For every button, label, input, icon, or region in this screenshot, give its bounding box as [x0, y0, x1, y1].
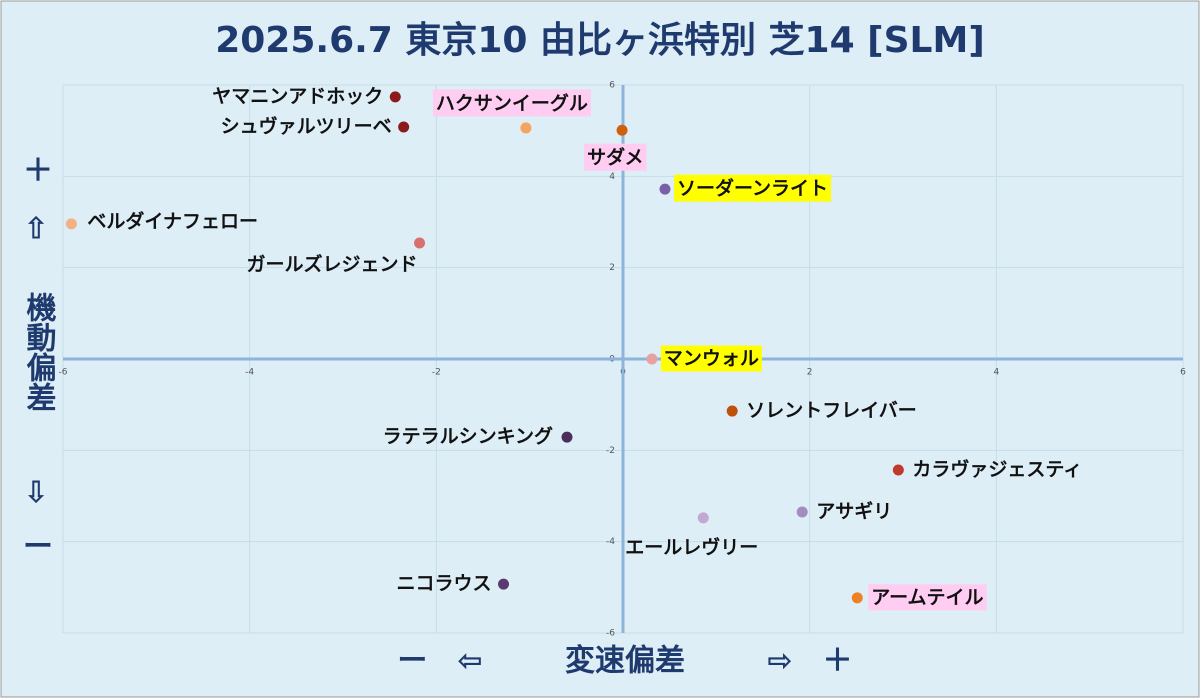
point-label: ハクサンイーグル [436, 91, 588, 114]
y-tick-label: 2 [609, 263, 615, 273]
x-tick-label: 6 [1180, 368, 1186, 378]
x-tick-label: -6 [59, 368, 68, 378]
point [726, 405, 738, 417]
point [851, 592, 863, 604]
y-tick-label: 6 [609, 81, 615, 91]
point-label: シュヴァルツリーベ [221, 115, 392, 138]
point-label: エールレヴリー [625, 535, 758, 558]
point [520, 122, 532, 134]
point [892, 464, 904, 476]
point [561, 431, 573, 443]
point-label: カラヴァジェスティ [912, 457, 1082, 480]
y-tick-label: -4 [606, 537, 615, 547]
point-label: ヤマニンアドホック [212, 85, 383, 107]
point-label: ベルダイナフェロー [87, 209, 258, 232]
point-label: アサギリ [816, 500, 892, 522]
label-highlight [660, 345, 762, 372]
y-minus-label: ー [23, 530, 53, 565]
point-label: ラテラルシンキング [383, 425, 553, 448]
y-plus-label: ＋ [23, 154, 53, 189]
x-minus-label: ー ⇦ [397, 644, 482, 679]
x-tick-label: -2 [432, 368, 441, 378]
point [796, 506, 808, 518]
y-down-arrow: ⇩ [23, 476, 48, 511]
point [697, 512, 709, 524]
y-tick-label: -6 [606, 629, 615, 639]
x-tick-label: -4 [245, 368, 254, 378]
point-label: ニコラウス [397, 573, 492, 595]
point-label: アームテイル [871, 586, 983, 608]
y-tick-label: 4 [609, 172, 615, 182]
point-label: マンウォル [664, 348, 759, 370]
chart-title: 2025.6.7 東京10 由比ヶ浜特別 芝14 [SLM] [215, 19, 985, 61]
point [646, 353, 658, 365]
point-label: サダメ [587, 146, 643, 169]
y-tick-label: -2 [606, 446, 615, 456]
point [65, 218, 77, 230]
point [498, 578, 510, 590]
x-tick-label: 2 [807, 368, 813, 378]
point [414, 237, 426, 249]
point-label: ソーダーンライト [677, 177, 828, 200]
point [398, 121, 410, 133]
point [389, 91, 401, 103]
point-label: ソレントフレイバー [746, 400, 917, 422]
label-highlight [432, 89, 591, 117]
label-highlight [868, 584, 987, 611]
y-axis-label: 機動偏差 [21, 292, 57, 412]
y-up-arrow: ⇧ [23, 212, 48, 247]
x-axis-label: 変速偏差 [565, 644, 685, 679]
point-label: ガールズレジェンド [247, 253, 418, 276]
x-plus-label: ⇨ ＋ [767, 644, 852, 679]
label-highlight [674, 174, 832, 202]
x-tick-label: 4 [993, 368, 999, 378]
point [659, 183, 671, 195]
point [616, 124, 628, 136]
label-highlight [584, 143, 647, 171]
